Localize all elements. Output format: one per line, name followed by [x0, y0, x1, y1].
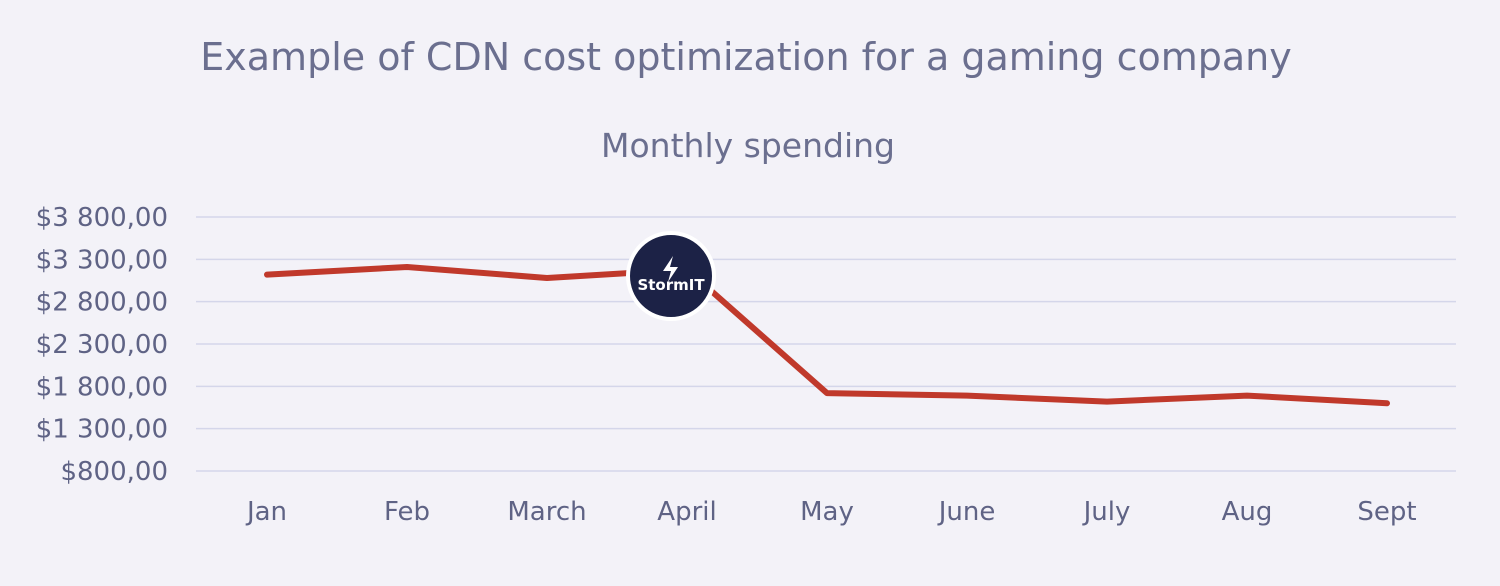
x-tick-label: Sept	[1357, 497, 1416, 527]
x-tick-label: April	[657, 497, 716, 527]
y-tick-label: $3 300,00	[36, 245, 168, 275]
series-spending	[264, 264, 1390, 407]
y-axis-tick-labels: $800,00 $1 300,00 $1 800,00 $2 300,00 $2 800…	[36, 203, 168, 487]
lightning-bolt-icon	[663, 256, 678, 282]
series-line	[264, 264, 1390, 407]
y-tick-label: $1 300,00	[36, 415, 168, 445]
x-axis-tick-labels: Jan Feb March April May June July Aug Sept	[245, 497, 1417, 527]
y-tick-label: $2 300,00	[36, 330, 168, 360]
stormit-logo: StormIT	[626, 231, 716, 321]
y-tick-label: $800,00	[60, 457, 168, 487]
chart-subtitle: Monthly spending	[601, 126, 895, 165]
logo-text: StormIT	[637, 276, 705, 294]
x-tick-label: July	[1082, 497, 1131, 527]
x-tick-label: Feb	[384, 497, 430, 527]
y-tick-label: $2 800,00	[36, 288, 168, 318]
y-tick-label: $1 800,00	[36, 372, 168, 402]
x-tick-label: May	[800, 497, 854, 527]
x-tick-label: Jan	[245, 497, 287, 527]
x-tick-label: Aug	[1222, 497, 1273, 527]
grid-lines	[196, 216, 1456, 472]
x-tick-label: March	[507, 497, 586, 527]
y-tick-label: $3 800,00	[36, 203, 168, 233]
chart-title: Example of CDN cost optimization for a g…	[200, 35, 1291, 79]
x-tick-label: June	[937, 497, 996, 527]
